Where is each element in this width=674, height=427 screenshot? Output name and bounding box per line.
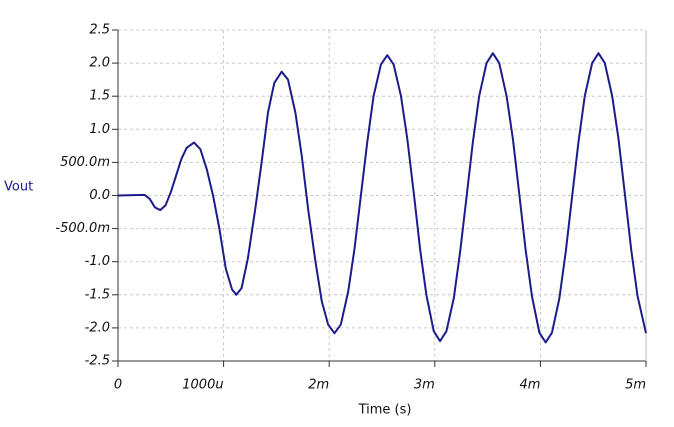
y-tick-label: 0.0: [89, 188, 110, 203]
y-tick-label: -1.0: [85, 254, 110, 269]
y-tick-label: -1.5: [85, 287, 110, 302]
y-tick-label: 2.5: [89, 23, 110, 38]
x-tick-label: 5m: [625, 378, 646, 393]
y-tick-label: -500.0m: [55, 221, 110, 236]
x-tick-label: 4m: [519, 378, 540, 393]
y-tick-label: -2.0: [85, 320, 110, 335]
y-tick-label: -2.5: [85, 354, 110, 369]
x-axis-label: Time (s): [358, 403, 412, 418]
data-line: [117, 52, 647, 344]
y-tick-label: 1.5: [89, 89, 110, 104]
x-tick-label: 3m: [414, 378, 435, 393]
y-tick-label: 1.0: [89, 122, 110, 137]
x-tick-label: 1000u: [182, 378, 223, 393]
y-tick-label: 500.0m: [60, 155, 110, 170]
y-tick-label: 2.0: [89, 56, 110, 71]
y-axis-label: Vout: [4, 180, 33, 195]
x-tick-label: 2m: [308, 378, 329, 393]
x-tick-label: 0: [114, 378, 122, 393]
